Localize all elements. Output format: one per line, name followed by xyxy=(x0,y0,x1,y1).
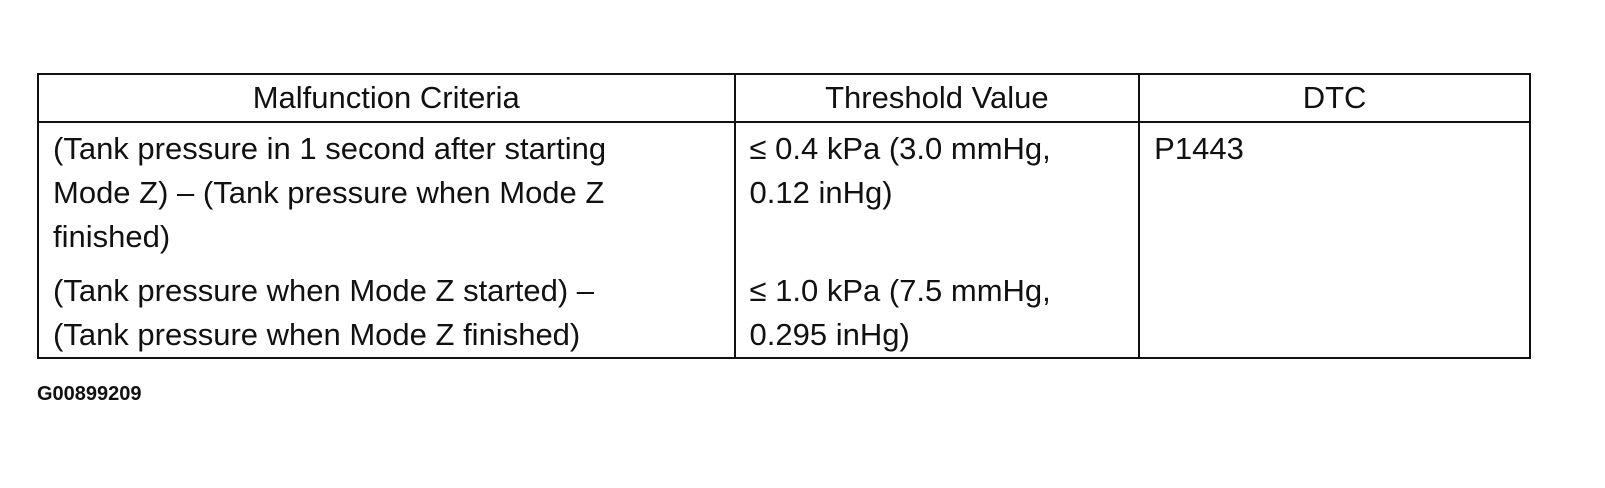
criteria-table: Malfunction Criteria Threshold Value DTC… xyxy=(37,73,1531,359)
cell-text: ≤ 0.4 kPa (3.0 mmHg, xyxy=(749,131,1051,166)
cell-text: (Tank pressure in 1 second after startin… xyxy=(53,131,607,166)
cell: P1443 xyxy=(1138,121,1531,359)
cell: (Tank pressure when Mode Z started) – (Ta… xyxy=(37,269,736,359)
figure-id: G00899209 xyxy=(37,383,142,405)
cell: ≤ 1.0 kPa (7.5 mmHg, 0.295 inHg) xyxy=(733,269,1141,359)
cell-text: ≤ 1.0 kPa (7.5 mmHg, xyxy=(749,273,1051,308)
row: (Tank pressure in 1 second after startin… xyxy=(37,121,1531,359)
cell-text: Mode Z) – (Tank pressure when Mode Z xyxy=(53,175,605,210)
cell: (Tank pressure in 1 second after startin… xyxy=(37,122,736,269)
header-cell: Threshold Value xyxy=(733,73,1141,123)
header-row: Malfunction Criteria Threshold Value DTC xyxy=(37,73,1531,123)
cell-text: 0.12 inHg) xyxy=(749,175,893,210)
cell-text: (Tank pressure when Mode Z finished) xyxy=(53,317,581,352)
cell-text: P1443 xyxy=(1154,131,1244,166)
cell-text: finished) xyxy=(53,219,171,254)
cell-text: (Tank pressure when Mode Z started) – xyxy=(53,273,595,308)
cell: ≤ 0.4 kPa (3.0 mmHg, 0.12 inHg) xyxy=(733,122,1141,269)
header-cell: DTC xyxy=(1138,73,1531,123)
row: (Tank pressure when Mode Z started) – (Ta… xyxy=(37,269,1530,359)
cell-text: 0.295 inHg) xyxy=(749,317,910,352)
header-cell: Malfunction Criteria xyxy=(37,73,736,123)
